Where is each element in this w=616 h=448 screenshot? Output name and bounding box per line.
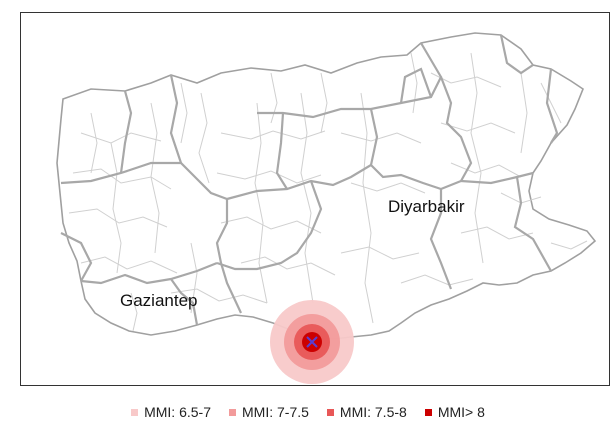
x-marker-icon xyxy=(306,336,318,348)
legend-item-mmi-6-5-7: MMI: 6.5-7 xyxy=(131,404,211,420)
legend-label: MMI: 7.5-8 xyxy=(339,404,407,420)
legend-item-mmi-7-7-5: MMI: 7-7.5 xyxy=(229,404,309,420)
legend-swatch xyxy=(326,408,334,416)
legend-swatch xyxy=(131,408,139,416)
city-label-gaziantep: Gaziantep xyxy=(120,291,198,310)
legend-label: MMI> 8 xyxy=(437,404,485,420)
region-map xyxy=(56,32,597,384)
legend-item-mmi-7-5-8: MMI: 7.5-8 xyxy=(326,404,407,420)
map-legend: MMI: 6.5-7 MMI: 7-7.5 MMI: 7.5-8 MMI> 8 xyxy=(0,401,616,423)
legend-label: MMI: 7-7.5 xyxy=(242,404,309,420)
province-boundaries xyxy=(60,34,559,326)
legend-item-mmi-gt-8: MMI> 8 xyxy=(424,404,485,420)
legend-label: MMI: 6.5-7 xyxy=(144,404,211,420)
district-boundaries xyxy=(68,52,588,332)
legend-swatch xyxy=(424,408,432,416)
legend-swatch xyxy=(229,408,236,416)
map-panel[interactable]: Diyarbakir Gaziantep xyxy=(20,12,610,386)
city-label-diyarbakir: Diyarbakir xyxy=(388,197,465,216)
